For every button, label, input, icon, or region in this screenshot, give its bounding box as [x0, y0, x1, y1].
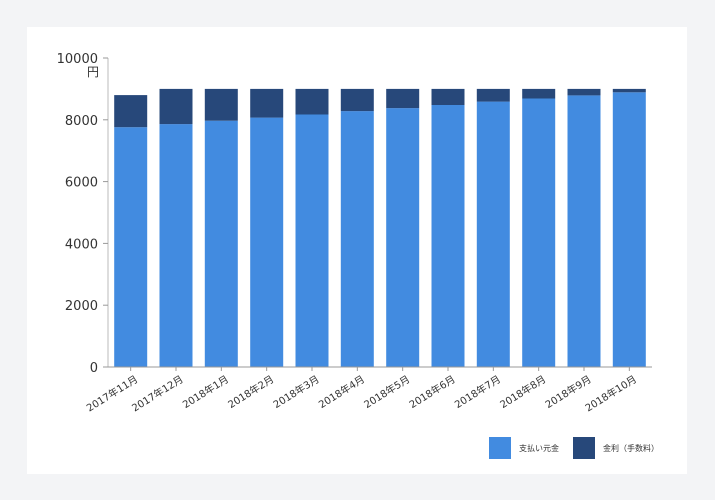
bar-interest: [340, 88, 374, 112]
bar-interest: [159, 88, 193, 125]
x-tick-label: 2018年3月: [271, 373, 322, 411]
bar-principal: [114, 127, 148, 367]
bar-principal: [159, 124, 193, 367]
bar-principal: [431, 105, 465, 367]
bar-interest: [250, 88, 284, 118]
bar-principal: [612, 92, 646, 368]
bar-principal: [476, 101, 510, 367]
bar-interest: [612, 88, 646, 93]
bar-interest: [431, 88, 465, 105]
legend-label-interest: 金利（手数料）: [603, 443, 659, 453]
y-unit-label: 円: [87, 65, 99, 79]
bars: [114, 88, 646, 368]
x-tick-label: 2018年10月: [583, 373, 639, 415]
x-tick-label: 2017年12月: [129, 373, 185, 415]
x-tick-label: 2018年4月: [316, 373, 367, 411]
bar-interest: [476, 88, 510, 102]
x-tick-label: 2018年2月: [225, 373, 276, 411]
legend-label-principal: 支払い元金: [519, 443, 559, 453]
y-tick-label: 6000: [65, 176, 98, 191]
x-tick-label: 2018年6月: [407, 373, 458, 411]
y-tick-label: 4000: [65, 237, 98, 252]
x-tick-label: 2018年7月: [452, 373, 503, 411]
bar-interest: [567, 88, 601, 96]
legend: 支払い元金 金利（手数料）: [489, 437, 673, 459]
legend-item-principal: 支払い元金: [489, 437, 559, 459]
bar-interest: [386, 88, 420, 109]
x-tick-label: 2018年5月: [361, 373, 412, 411]
y-tick-label: 0: [90, 361, 98, 376]
bar-principal: [522, 98, 556, 367]
x-tick-label: 2018年8月: [497, 373, 548, 411]
bar-interest: [114, 95, 148, 128]
legend-swatch-interest: [573, 437, 595, 459]
bar-principal: [295, 114, 329, 367]
y-tick-label: 10000: [57, 52, 98, 67]
y-tick-label: 2000: [65, 299, 98, 314]
bar-principal: [250, 117, 284, 367]
bar-interest: [295, 88, 329, 115]
bar-principal: [340, 111, 374, 367]
bar-principal: [386, 108, 420, 367]
legend-item-interest: 金利（手数料）: [573, 437, 659, 459]
chart-card: 0 2000 4000 6000 8000 10000 円 2017年11月 2017年12月…: [27, 27, 687, 474]
x-tick-label: 2018年1月: [180, 373, 231, 411]
bar-interest: [522, 88, 556, 99]
y-tick-label: 8000: [65, 114, 98, 129]
legend-swatch-principal: [489, 437, 511, 459]
bar-interest: [204, 88, 238, 121]
x-axis: 2017年11月2017年12月2018年1月2018年2月2018年3月201…: [84, 366, 652, 415]
bar-principal: [204, 120, 238, 367]
bar-principal: [567, 95, 601, 368]
